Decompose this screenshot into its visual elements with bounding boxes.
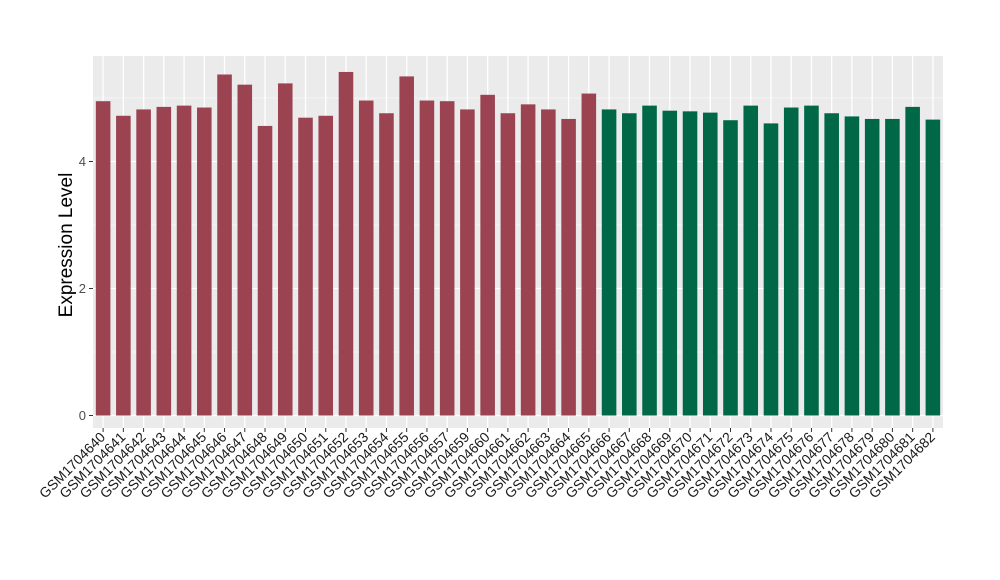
bar-GSM1704642 [136, 109, 151, 416]
bar-GSM1704680 [885, 118, 900, 416]
bar-GSM1704641 [116, 115, 131, 416]
bar-GSM1704678 [844, 116, 860, 416]
bar-GSM1704681 [905, 106, 920, 416]
bar-GSM1704643 [156, 106, 172, 416]
bar-GSM1704668 [642, 105, 657, 416]
bar-GSM1704654 [379, 113, 394, 416]
bar-GSM1704664 [561, 118, 576, 416]
bar-GSM1704645 [197, 107, 212, 416]
y-tick-label: 4 [79, 154, 86, 169]
bar-GSM1704670 [682, 111, 698, 416]
bar-GSM1704651 [318, 115, 334, 416]
bars [95, 71, 941, 416]
bar-GSM1704667 [622, 113, 637, 416]
bar-GSM1704652 [338, 71, 354, 416]
bar-GSM1704648 [257, 125, 273, 416]
bar-GSM1704653 [358, 100, 374, 416]
x-axis: GSM1704640GSM1704641GSM1704642GSM1704643… [36, 428, 938, 501]
bar-GSM1704676 [804, 105, 819, 416]
bar-GSM1704682 [925, 119, 941, 416]
bar-GSM1704644 [176, 105, 192, 416]
bar-GSM1704673 [743, 105, 759, 416]
bar-GSM1704649 [277, 83, 293, 416]
bar-GSM1704663 [541, 109, 556, 416]
bar-GSM1704665 [581, 93, 597, 416]
bar-GSM1704660 [480, 94, 495, 416]
bar-GSM1704674 [763, 123, 779, 416]
bar-GSM1704647 [237, 84, 253, 416]
bar-GSM1704675 [783, 107, 799, 416]
y-axis-title: Expression Level [56, 173, 77, 318]
bar-GSM1704666 [601, 109, 617, 416]
bar-GSM1704679 [864, 118, 880, 416]
bar-GSM1704640 [95, 101, 111, 416]
bar-GSM1704656 [419, 100, 435, 416]
y-tick-label: 2 [79, 281, 86, 296]
bar-GSM1704650 [298, 117, 313, 416]
bar-GSM1704655 [399, 76, 414, 416]
bar-GSM1704657 [439, 101, 455, 416]
bar-GSM1704646 [217, 74, 232, 416]
bar-GSM1704677 [824, 113, 839, 416]
bar-GSM1704662 [520, 104, 536, 416]
plot-panel [93, 56, 943, 428]
bar-GSM1704661 [500, 113, 516, 416]
bar-GSM1704659 [460, 109, 475, 416]
bar-GSM1704669 [662, 110, 678, 416]
bar-GSM1704672 [723, 120, 738, 416]
y-tick-label: 0 [79, 408, 86, 423]
bar-GSM1704671 [702, 112, 718, 416]
y-axis: 0 2 4 [79, 154, 93, 423]
